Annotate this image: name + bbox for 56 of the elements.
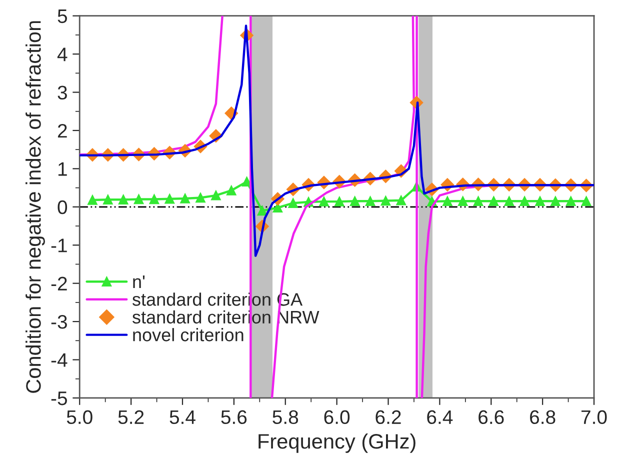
point [365,196,376,206]
point [458,196,468,206]
x-tick-label: 6.2 [376,410,401,424]
point [134,194,144,204]
point [103,194,113,205]
point [334,196,344,206]
point [380,196,391,206]
point [473,196,484,206]
y-axis-title: Condition for negative index of refraction [26,21,45,393]
point [566,196,576,206]
point [180,194,190,204]
y-tick-label: -4 [51,353,68,367]
point [581,196,592,206]
point [211,190,221,200]
point [520,196,530,206]
y-tick-label: 1 [58,162,67,176]
point [88,195,98,205]
legend-label: n' [133,276,145,288]
y-tick-label: 4 [57,48,68,62]
point [504,196,514,206]
y-tick-label: 5 [58,10,67,24]
x-tick-label: 6.8 [530,410,556,424]
y-tick-label: -1 [51,238,67,252]
point [242,176,252,187]
legend-label: novel criterion [133,328,244,342]
point [118,194,128,205]
point [442,196,452,206]
y-tick-label: -2 [51,276,67,290]
line-series [80,24,594,257]
point [288,198,298,208]
point [350,196,360,206]
x-axis-title: Frequency (GHz) [258,433,416,453]
point [535,196,545,206]
x-tick-label: 5.0 [66,410,92,424]
x-tick-label: 6.0 [324,410,350,424]
x-tick-label: 5.4 [170,410,196,424]
point [257,206,268,216]
point [488,196,499,206]
x-tick-label: 5.6 [221,410,247,424]
point [550,196,560,206]
y-tick-label: -3 [51,315,67,329]
point [164,194,174,204]
x-tick-label: 6.4 [427,410,453,424]
point [226,186,236,196]
x-tick-label: 5.2 [118,410,144,424]
y-tick-label: 3 [58,86,67,100]
point [396,196,406,206]
x-tick-label: 6.6 [478,410,504,424]
y-tick-label: 0 [58,200,68,214]
y-tick-label: 2 [58,124,67,138]
x-tick-label: 5.8 [272,410,298,424]
point [149,194,160,204]
point [319,196,329,206]
x-tick-label: 7.0 [581,410,607,424]
point [196,192,206,203]
y-tick-label: -5 [51,392,67,406]
